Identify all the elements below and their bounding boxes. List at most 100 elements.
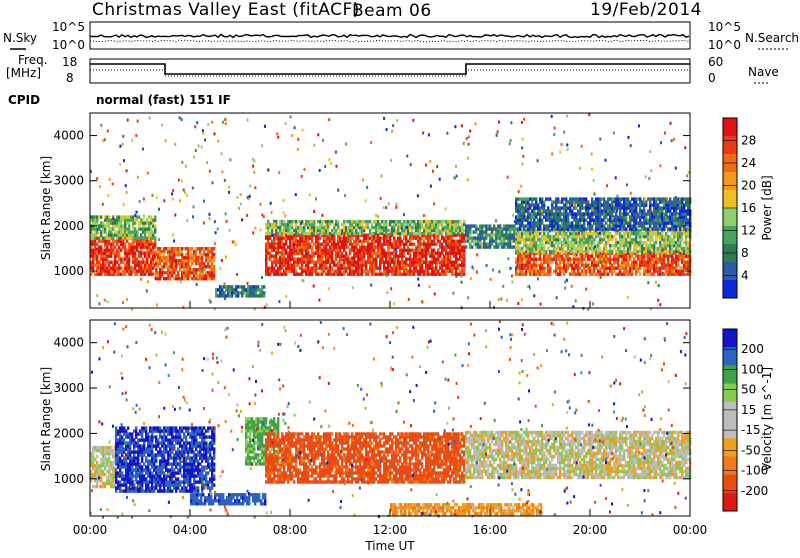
data-cell-band-2 bbox=[201, 259, 203, 262]
data-cell-band-7 bbox=[631, 270, 633, 273]
data-cell-speckle bbox=[379, 243, 381, 246]
data-cell-speckle bbox=[660, 141, 662, 144]
data-cell-speckle bbox=[181, 180, 183, 183]
data-cell-speckle bbox=[564, 287, 566, 290]
data-cell-band-5 bbox=[457, 223, 459, 226]
data-cell-band-2 bbox=[159, 253, 161, 256]
data-cell-band-4 bbox=[319, 246, 321, 249]
data-cell-band-7 bbox=[671, 255, 673, 258]
data-cell-speckle bbox=[476, 270, 478, 273]
data-cell-band-7 bbox=[617, 258, 619, 261]
data-cell-band-8 bbox=[615, 244, 617, 247]
data-cell-band-9 bbox=[647, 227, 649, 230]
data-cell-band-9 bbox=[605, 221, 607, 224]
data-cell-band-5 bbox=[409, 223, 411, 226]
data-cell-speckle bbox=[626, 183, 628, 186]
data-cell-speckle bbox=[512, 214, 514, 217]
data-cell-band-7 bbox=[567, 255, 569, 258]
data-cell-band-7 bbox=[637, 270, 639, 273]
data-cell-speckle bbox=[395, 258, 397, 261]
data-cell-band-4 bbox=[439, 255, 441, 258]
data-cell-speckle bbox=[537, 277, 539, 280]
data-cell-band-9 bbox=[579, 221, 581, 224]
data-cell-band-8 bbox=[651, 238, 653, 241]
data-cell-band-5 bbox=[429, 232, 431, 235]
data-cell-speckle bbox=[328, 118, 330, 121]
data-cell-speckle bbox=[336, 165, 338, 168]
data-cell-band-4 bbox=[405, 243, 407, 246]
data-cell-band-5 bbox=[399, 220, 401, 223]
data-cell-band-2 bbox=[161, 274, 163, 277]
data-cell-band-5 bbox=[419, 229, 421, 232]
data-cell-speckle bbox=[137, 120, 139, 123]
data-cell-speckle bbox=[628, 136, 630, 139]
data-cell-speckle bbox=[112, 183, 114, 186]
data-cell-band-4 bbox=[455, 255, 457, 258]
data-cell-band-0 bbox=[134, 267, 136, 270]
data-cell-band-0 bbox=[112, 249, 114, 252]
data-cell-speckle bbox=[267, 258, 269, 261]
data-cell-band-5 bbox=[337, 220, 339, 223]
data-cell-band-4 bbox=[281, 240, 283, 243]
data-cell-band-5 bbox=[331, 220, 333, 223]
data-cell-speckle bbox=[152, 194, 154, 197]
data-cell-band-6 bbox=[489, 224, 491, 227]
data-cell-speckle bbox=[603, 262, 605, 265]
data-cell-band-9 bbox=[669, 209, 671, 212]
data-cell-band-8 bbox=[607, 241, 609, 244]
data-cell-speckle bbox=[566, 143, 568, 146]
data-cell-band-1 bbox=[148, 224, 150, 227]
data-cell-band-4 bbox=[311, 273, 313, 276]
data-cell-speckle bbox=[593, 179, 595, 182]
data-cell-speckle bbox=[591, 209, 593, 212]
data-cell-speckle bbox=[196, 121, 198, 124]
data-cell-band-9 bbox=[683, 206, 685, 209]
data-cell-band-4 bbox=[409, 255, 411, 258]
data-cell-band-3 bbox=[263, 285, 265, 288]
data-cell-band-0 bbox=[152, 267, 154, 270]
data-cell-speckle bbox=[202, 132, 204, 135]
data-cell-band-4 bbox=[269, 252, 271, 255]
data-cell-band-7 bbox=[521, 261, 523, 264]
data-cell-speckle bbox=[229, 158, 231, 161]
data-cell-band-4 bbox=[345, 270, 347, 273]
data-cell-speckle bbox=[377, 215, 379, 218]
data-cell-band-3 bbox=[261, 288, 263, 291]
data-cell-speckle bbox=[96, 248, 98, 251]
data-cell-speckle bbox=[605, 159, 607, 162]
data-cell-band-1 bbox=[154, 224, 156, 227]
data-cell-band-4 bbox=[409, 267, 411, 270]
data-cell-band-7 bbox=[599, 270, 601, 273]
data-cell-band-0 bbox=[146, 258, 148, 261]
data-cell-speckle bbox=[446, 132, 448, 135]
data-cell-band-5 bbox=[411, 229, 413, 232]
data-cell-speckle bbox=[532, 231, 534, 234]
data-cell-band-7 bbox=[609, 255, 611, 258]
data-cell-band-8 bbox=[635, 247, 637, 250]
data-cell-speckle bbox=[119, 163, 121, 166]
data-cell-speckle bbox=[214, 242, 216, 245]
data-cell-band-1 bbox=[144, 233, 146, 236]
data-cell-speckle bbox=[104, 245, 106, 248]
data-cell-band-0 bbox=[136, 249, 138, 252]
data-cell-band-0 bbox=[118, 255, 120, 258]
data-cell-band-6 bbox=[467, 239, 469, 242]
data-cell-speckle bbox=[479, 241, 481, 244]
data-cell-band-8 bbox=[545, 250, 547, 253]
data-cell-speckle bbox=[207, 123, 209, 126]
data-cell-band-9 bbox=[619, 209, 621, 212]
data-cell-speckle bbox=[283, 199, 285, 202]
data-cell-band-4 bbox=[373, 249, 375, 252]
data-cell-band-4 bbox=[455, 261, 457, 264]
data-cell-speckle bbox=[514, 220, 516, 223]
data-cell-band-0 bbox=[148, 246, 150, 249]
data-cell-band-6 bbox=[475, 230, 477, 233]
data-cell-band-7 bbox=[631, 273, 633, 276]
data-cell-band-2 bbox=[189, 250, 191, 253]
data-cell-band-0 bbox=[108, 240, 110, 243]
data-cell-speckle bbox=[261, 144, 263, 147]
data-cell-band-3 bbox=[263, 294, 265, 297]
data-cell-band-9 bbox=[583, 221, 585, 224]
data-cell-band-9 bbox=[643, 206, 645, 209]
data-cell-speckle bbox=[559, 151, 561, 154]
